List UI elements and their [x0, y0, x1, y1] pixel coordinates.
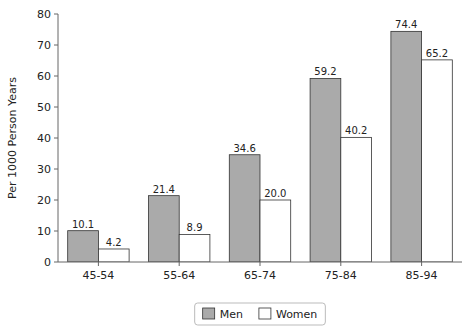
y-tick [54, 169, 58, 170]
bar [341, 137, 372, 262]
data-label: 21.4 [153, 184, 175, 195]
x-tick-label: 85-94 [406, 269, 438, 282]
data-labels: 10.1 21.4 34.6 59.2 74.4 4.2 8.9 20.0 40.2 65.2 [72, 19, 448, 248]
y-tick [54, 231, 58, 232]
bar [179, 234, 210, 262]
legend-label: Women [276, 308, 317, 321]
y-tick-label: 30 [37, 163, 51, 176]
bar [229, 155, 260, 262]
legend: Men Women [195, 303, 326, 325]
bar [260, 200, 291, 262]
y-tick [54, 76, 58, 77]
data-label: 20.0 [264, 188, 286, 199]
y-tick-label: 60 [37, 70, 51, 83]
data-label: 40.2 [345, 125, 367, 136]
chart-container: 10.1 21.4 34.6 59.2 74.4 4.2 8.9 20.0 40.2 65.2 0 1… [0, 0, 474, 336]
data-label: 8.9 [187, 222, 203, 233]
bars [68, 31, 453, 262]
y-axis-label: Per 1000 Person Years [6, 77, 19, 199]
y-tick-label: 0 [44, 256, 51, 269]
y-tick [54, 45, 58, 46]
x-tick [340, 262, 341, 266]
x-tick-label: 45-54 [82, 269, 114, 282]
x-tick [98, 262, 99, 266]
data-label: 34.6 [234, 143, 256, 154]
legend-item: Women [259, 308, 317, 321]
x-tick [260, 262, 261, 266]
y-tick-label: 70 [37, 39, 51, 52]
data-label: 59.2 [314, 66, 336, 77]
y-tick [54, 107, 58, 108]
data-label: 10.1 [72, 219, 94, 230]
bar [391, 31, 422, 262]
y-tick [54, 200, 58, 201]
x-tick-label: 65-74 [244, 269, 276, 282]
bar [98, 249, 129, 262]
x-tick [421, 262, 422, 266]
y-tick-label: 10 [37, 225, 51, 238]
legend-label: Men [220, 308, 243, 321]
bar [148, 196, 179, 262]
y-tick-label: 50 [37, 101, 51, 114]
x-tick [179, 262, 180, 266]
y-tick [54, 262, 58, 263]
chart-svg: 10.1 21.4 34.6 59.2 74.4 4.2 8.9 20.0 40.2 65.2 0 1… [0, 0, 474, 336]
legend-frame [195, 303, 326, 325]
x-tick-label: 75-84 [325, 269, 357, 282]
y-tick [54, 14, 58, 15]
y-tick-label: 40 [37, 132, 51, 145]
bar [68, 231, 99, 262]
x-tick-label: 55-64 [163, 269, 195, 282]
data-label: 65.2 [426, 48, 448, 59]
data-label: 4.2 [106, 237, 122, 248]
legend-item: Men [203, 308, 243, 321]
bar [310, 78, 341, 262]
legend-swatch [203, 308, 215, 319]
y-tick [54, 138, 58, 139]
bar [422, 60, 453, 262]
y-tick-label: 20 [37, 194, 51, 207]
y-tick-label: 80 [37, 8, 51, 21]
data-label: 74.4 [395, 19, 417, 30]
legend-swatch [259, 308, 271, 319]
